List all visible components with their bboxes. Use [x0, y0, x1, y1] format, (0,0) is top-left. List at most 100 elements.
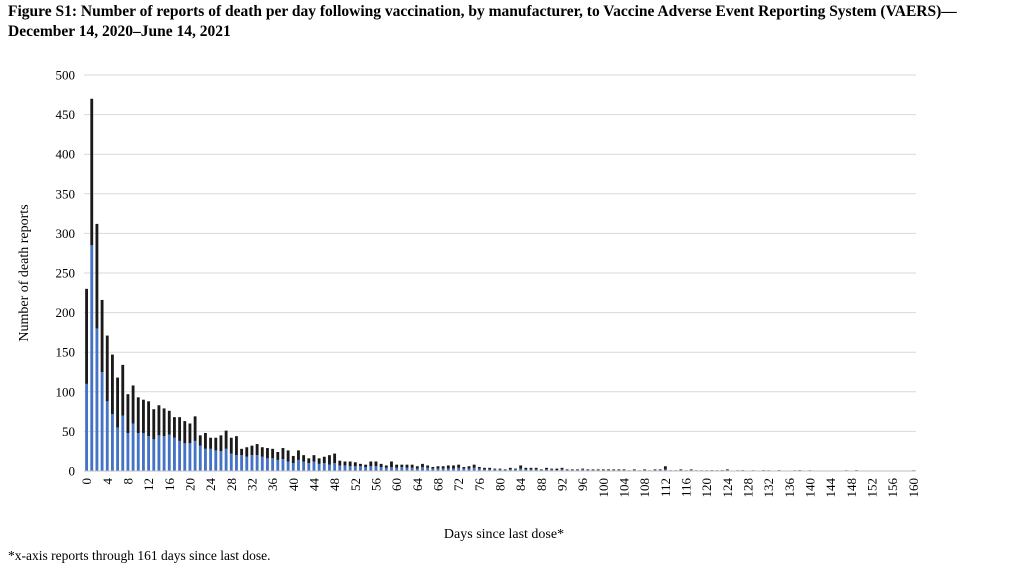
bar-segment-series-b — [452, 465, 455, 469]
x-tick-label: 128 — [741, 478, 756, 498]
x-tick-label: 152 — [865, 478, 880, 498]
bar-segment-series-b — [188, 423, 192, 444]
y-tick-label: 50 — [62, 424, 75, 439]
y-tick-label: 100 — [56, 384, 76, 399]
bar-segment-series-b — [400, 464, 404, 468]
bar-segment-series-b — [658, 469, 662, 471]
bar-segment-series-b — [286, 450, 290, 462]
y-axis-ticks: 0 50 100 150 200 250 300 350 400 450 500 — [56, 68, 76, 479]
bar-segment-series-b — [565, 469, 569, 471]
bar-segment-series-a — [410, 467, 414, 471]
bar-segment-series-a — [384, 467, 388, 471]
bar-segment-series-b — [653, 469, 657, 471]
bar-segment-series-b — [663, 466, 667, 470]
bar-segment-series-b — [622, 469, 626, 471]
bar-segment-series-a — [121, 415, 125, 471]
figure-title: Figure S1: Number of reports of death pe… — [8, 3, 957, 40]
bar-segment-series-a — [472, 467, 476, 471]
bar-segment-series-b — [689, 469, 693, 471]
bar-segment-series-a — [446, 468, 450, 471]
bar-segment-series-b — [126, 394, 130, 433]
x-tick-label: 16 — [162, 478, 177, 492]
bar-segment-series-b — [235, 436, 238, 456]
bar-segment-series-b — [390, 461, 393, 468]
bar-segment-series-b — [539, 469, 543, 471]
bar-segment-series-a — [529, 469, 533, 471]
x-tick-label: 124 — [720, 478, 735, 498]
bar-segment-series-a — [281, 459, 285, 471]
bar-segment-series-b — [297, 450, 300, 460]
bar-segment-series-b — [121, 364, 125, 416]
bar-segment-series-a — [266, 458, 269, 471]
bar-segment-series-b — [457, 464, 461, 468]
x-tick-label: 4 — [100, 478, 115, 485]
bar-segment-series-b — [612, 469, 616, 471]
bar-segment-series-a — [307, 463, 311, 471]
bar-segment-series-a — [343, 465, 347, 471]
y-tick-label: 200 — [56, 305, 76, 320]
bar-segment-series-a — [85, 383, 89, 471]
bar-segment-series-a — [297, 459, 300, 471]
bar-segment-series-b — [224, 430, 228, 449]
bar-segment-series-a — [400, 467, 404, 471]
y-tick-label: 350 — [56, 186, 76, 201]
bar-segment-series-a — [560, 469, 564, 471]
bar-segment-series-b — [591, 469, 595, 471]
x-tick-label: 20 — [182, 478, 197, 491]
bar-segment-series-b — [229, 437, 233, 454]
bar-segment-series-a — [157, 435, 161, 471]
x-tick-label: 84 — [513, 478, 528, 492]
bar-segment-series-a — [260, 456, 264, 471]
bar-segment-series-a — [379, 467, 383, 471]
bar-segment-series-a — [229, 453, 233, 471]
bar-segment-series-b — [162, 408, 166, 437]
bar-segment-series-a — [426, 467, 430, 471]
bar-segment-series-b — [467, 466, 471, 469]
bar-series — [85, 98, 915, 471]
x-tick-label: 100 — [596, 478, 611, 498]
bar-segment-series-b — [596, 469, 600, 471]
x-tick-label: 48 — [327, 478, 342, 491]
bar-segment-series-a — [483, 469, 486, 471]
bar-segment-series-a — [663, 469, 667, 471]
bar-segment-series-b — [488, 467, 492, 470]
bar-segment-series-a — [271, 458, 275, 471]
bar-segment-series-a — [462, 468, 466, 471]
bar-segment-series-b — [136, 397, 140, 433]
bar-segment-series-a — [126, 432, 130, 471]
bar-segment-series-a — [276, 459, 280, 471]
x-tick-label: 24 — [203, 478, 218, 492]
bar-segment-series-b — [446, 465, 450, 469]
y-tick-label: 0 — [69, 464, 76, 479]
bar-segment-series-b — [570, 469, 574, 471]
x-tick-label: 120 — [699, 478, 714, 498]
bar-segment-series-b — [410, 464, 414, 468]
bar-segment-series-a — [116, 427, 120, 471]
bar-segment-series-b — [529, 467, 533, 470]
bar-segment-series-a — [431, 468, 435, 471]
x-tick-label: 28 — [224, 478, 239, 491]
x-tick-label: 116 — [679, 478, 694, 498]
bar-segment-series-a — [302, 461, 306, 471]
bar-segment-series-a — [142, 432, 145, 471]
bar-segment-series-a — [111, 413, 114, 471]
bar-segment-series-b — [266, 448, 269, 459]
x-tick-label: 80 — [493, 478, 508, 491]
bar-segment-series-b — [508, 467, 512, 470]
bar-segment-series-b — [250, 445, 254, 456]
bar-segment-series-b — [173, 417, 176, 438]
bar-segment-series-a — [395, 467, 399, 471]
bar-segment-series-a — [514, 469, 517, 471]
bar-segment-series-a — [477, 468, 481, 471]
y-tick-label: 150 — [56, 345, 76, 360]
bar-segment-series-b — [436, 466, 440, 469]
bar-segment-series-a — [183, 443, 187, 471]
bar-segment-series-b — [152, 409, 156, 440]
bar-segment-series-b — [421, 463, 424, 468]
bar-segment-series-b — [255, 444, 259, 456]
bar-segment-series-b — [576, 469, 579, 471]
gridlines — [84, 74, 916, 432]
bar-segment-series-a — [353, 466, 357, 471]
y-tick-label: 300 — [56, 226, 76, 241]
bar-segment-series-a — [508, 469, 512, 471]
